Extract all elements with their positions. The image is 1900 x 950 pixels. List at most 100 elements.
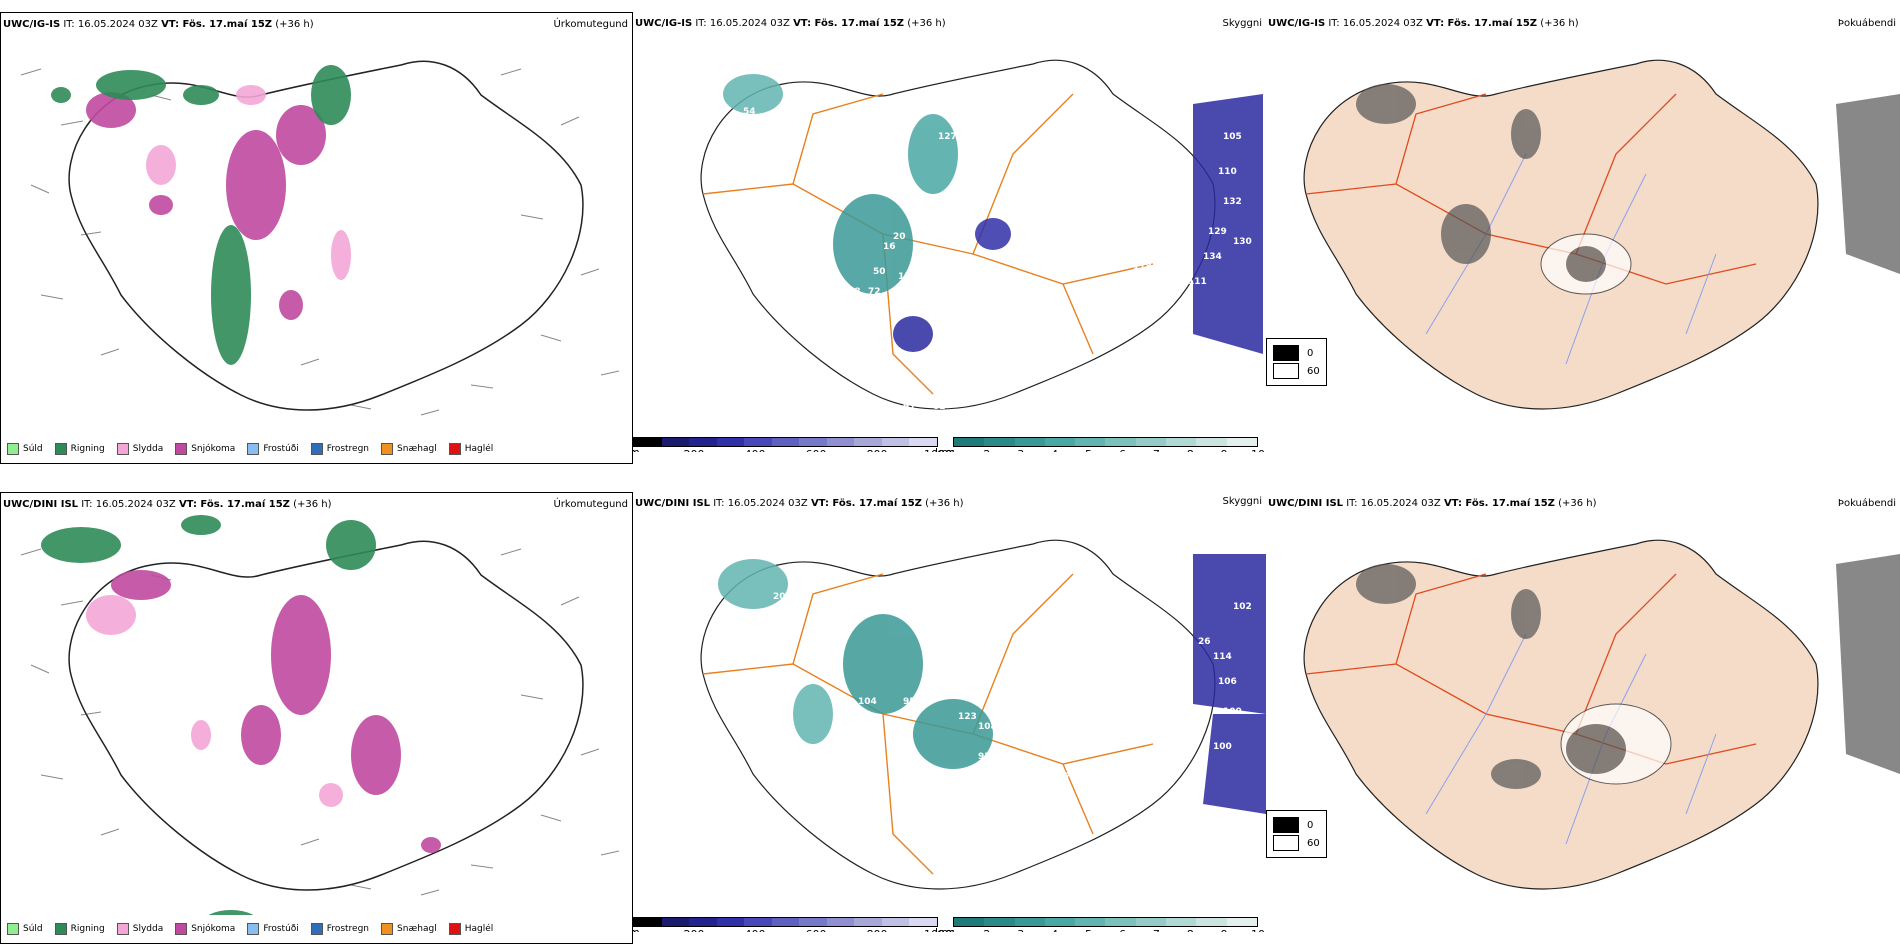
colorbar-step: [826, 918, 855, 926]
vis-value: 49: [913, 362, 926, 372]
vis-value: 82: [933, 402, 946, 412]
colorbar-step: [634, 438, 662, 446]
colorbar-tick: 7: [1153, 928, 1160, 932]
visibility-panel-2: UWC/DINI ISL IT: 16.05.2024 03Z VT: Fös.…: [633, 492, 1266, 932]
legend-item-freezing-rain: Frostregn: [310, 923, 369, 935]
vis-value: 102: [1233, 602, 1252, 612]
colorbar-tick: 800: [867, 928, 888, 932]
colorbar-tick: 4: [1051, 928, 1058, 932]
legend-item-snow: Snjókoma: [175, 443, 235, 455]
iceland-outline: [700, 59, 1216, 410]
vis-value: 16: [883, 242, 896, 252]
visibility-labels: 105 110 132 129 130 134 111 77 71 54 53 …: [743, 107, 1252, 412]
colorbar-tick: 0: [633, 448, 637, 452]
colorbar-tick: 5: [1085, 448, 1092, 452]
iceland-outline: [68, 540, 584, 891]
precip-legend: Súld Rigning Slydda Snjókoma Frostúði Fr…: [7, 923, 493, 935]
vis-value: 56: [933, 197, 946, 207]
vis-value: 104: [858, 697, 877, 707]
vis-value: 92: [978, 752, 991, 762]
precip-type-panel-2: UWC/DINI ISL IT: 16.05.2024 03Z VT: Fös.…: [0, 492, 633, 944]
vis-value: 90: [908, 817, 921, 827]
visibility-panel-1: UWC/IG-IS IT: 16.05.2024 03Z VT: Fös. 17…: [633, 12, 1266, 452]
colorbar-step: [1044, 918, 1076, 926]
colorbar-tick: 10: [1251, 448, 1265, 452]
fog-shading: [1356, 554, 1900, 789]
colorbar-tick: 600: [806, 448, 827, 452]
colorbar-tick: 5: [1085, 928, 1092, 932]
colorbar-step: [1044, 438, 1076, 446]
vis-value: 43: [913, 797, 926, 807]
colorbar-step: [1014, 918, 1045, 926]
visibility-fields: [718, 554, 1266, 814]
colorbar-step: [661, 918, 690, 926]
panel-label: Skyggni: [1222, 496, 1262, 507]
legend-swatch: [310, 923, 323, 935]
colorbar-tick: 6: [1119, 448, 1126, 452]
legend-swatch: [448, 443, 461, 455]
panel-title: UWC/DINI ISL IT: 16.05.2024 03Z VT: Fös.…: [3, 499, 332, 510]
colorbar-tick: 8: [1187, 448, 1194, 452]
colorbar-step: [1105, 438, 1136, 446]
vis-value: 67: [1058, 772, 1071, 782]
legend-swatch: [54, 443, 67, 455]
legend-item-snow-pellets: Snæhagl: [381, 443, 437, 455]
roads: [702, 93, 1154, 395]
legend-item-snow-pellets: Snæhagl: [381, 923, 437, 935]
vis-value: 111: [1188, 277, 1207, 287]
colorbar-tick: 9: [1221, 928, 1228, 932]
precip-legend: Súld Rigning Slydda Snjókoma Frostúði Fr…: [7, 443, 493, 455]
panel-title: UWC/IG-IS IT: 16.05.2024 03Z VT: Fös. 17…: [1268, 18, 1579, 29]
panel-label: Skyggni: [1222, 18, 1262, 29]
vis-value: 88: [1193, 712, 1206, 722]
vis-value: 114: [1213, 652, 1232, 662]
legend-item-sleet: Slydda: [116, 923, 163, 935]
colorbar-tick: 4: [1051, 448, 1058, 452]
colorbar-tick: 1: [950, 448, 957, 452]
fog-legend: 0 60: [1266, 338, 1327, 386]
colorbar-step: [634, 918, 662, 926]
colorbar-step: [1226, 918, 1257, 926]
vis-value: 127: [938, 132, 957, 142]
vis-value: 31: [853, 727, 866, 737]
colorbar-step: [1075, 438, 1106, 446]
colorbar-step: [984, 438, 1015, 446]
vis-value: 53: [743, 127, 756, 137]
legend-swatch: [448, 923, 461, 935]
legend-swatch: [310, 443, 323, 455]
visibility-map: 102 26 114 106 100 88 100 208 14 12 29 9…: [700, 539, 1266, 890]
vis-value: 76: [1113, 282, 1126, 292]
colorbar-tick: 10: [1251, 928, 1265, 932]
vis-value: 130: [1233, 237, 1252, 247]
legend-item-hail: Haglél: [448, 443, 493, 455]
vis-value: 105: [1223, 132, 1242, 142]
colorbar-step: [716, 918, 745, 926]
colorbar-tick: 1: [950, 928, 957, 932]
colorbar-step: [716, 438, 745, 446]
colorbar-tick: 3: [1017, 928, 1024, 932]
legend-item-freezing-rain: Frostregn: [310, 443, 369, 455]
colorbar-step: [799, 918, 827, 926]
panel-label: Úrkomutegund: [553, 19, 628, 30]
colorbar-step: [909, 918, 938, 926]
vis-value: 100: [1223, 707, 1242, 717]
colorbar-step: [1166, 438, 1197, 446]
legend-item-rain: Rigning: [54, 923, 105, 935]
fog-legend: 0 60: [1266, 810, 1327, 858]
colorbar-step: [854, 438, 882, 446]
colorbar-step: [909, 438, 938, 446]
snow-areas: [111, 570, 441, 853]
colorbar-step: [771, 438, 800, 446]
vis-value: 14: [913, 587, 926, 597]
vis-value: 91: [903, 402, 916, 412]
iceland-outline: [68, 60, 584, 411]
colorbar-tick: 400: [745, 448, 766, 452]
vis-value: 123: [958, 712, 977, 722]
legend-swatch: [1273, 363, 1299, 379]
legend-item-snow: Snjókoma: [175, 923, 235, 935]
colorbar-tick: 800: [867, 448, 888, 452]
precip-type-panel-1: UWC/IG-IS IT: 16.05.2024 03Z VT: Fös. 17…: [0, 12, 633, 464]
colorbar-tick: 0: [633, 928, 637, 932]
vis-value: 20: [893, 232, 906, 242]
legend-swatch: [247, 443, 260, 455]
